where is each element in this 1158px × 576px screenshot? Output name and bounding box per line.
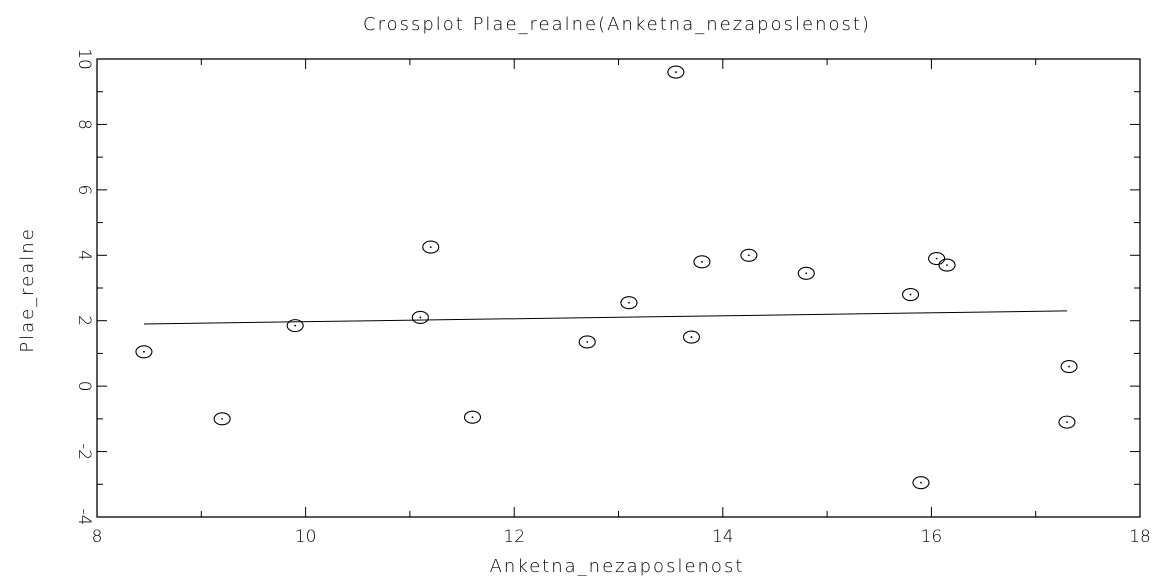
data-point (912, 476, 930, 490)
data-point-marker (901, 287, 920, 302)
x-tick-label: 8 (92, 527, 103, 547)
data-point (682, 330, 701, 344)
data-point-marker (411, 310, 429, 324)
data-point-marker (667, 65, 685, 79)
x-tick-label: 16 (921, 527, 943, 547)
data-point-marker (797, 266, 815, 280)
axes: 8 10 12 14 16 18 -4 -2 0 2 4 6 8 10 (74, 48, 1151, 547)
x-axis-label: Anketna_nezaposlenost (490, 556, 745, 576)
data-point-marker (693, 255, 711, 269)
data-point-center (701, 260, 703, 263)
data-point-marker (213, 412, 231, 426)
y-tick-label: 6 (74, 184, 94, 195)
data-point (1058, 415, 1076, 429)
data-point (422, 240, 440, 254)
fit-line (143, 310, 1067, 325)
data-point (411, 310, 429, 324)
data-point-center (471, 416, 474, 419)
data-point-marker (620, 296, 638, 310)
data-point-center (935, 257, 938, 260)
data-point-center (294, 324, 297, 327)
data-point-center (946, 264, 948, 266)
plot-frame (96, 58, 1141, 518)
data-point-center (920, 481, 922, 484)
data-points (135, 65, 1078, 490)
y-tick-label: 0 (74, 381, 94, 392)
data-point-marker (135, 345, 153, 359)
data-point-marker (1058, 415, 1076, 429)
data-point-marker (928, 252, 946, 266)
data-point-marker (286, 319, 304, 333)
data-point-marker (682, 330, 701, 344)
x-tick-label: 10 (295, 527, 317, 547)
data-point-center (1066, 421, 1068, 424)
data-point-center (586, 341, 589, 343)
data-point-center (805, 272, 808, 275)
chart-title: Crossplot Plae_realne(Anketna_nezaposlen… (363, 14, 871, 35)
data-point-center (429, 246, 432, 249)
y-tick-label: 8 (74, 119, 94, 130)
data-point-center (1068, 365, 1070, 368)
data-point (938, 258, 956, 272)
data-point (928, 252, 946, 266)
data-point-marker (463, 410, 482, 424)
data-point-marker (938, 258, 956, 272)
y-tick-label: 2 (74, 315, 94, 326)
data-point (901, 287, 920, 302)
data-point-center (143, 350, 145, 353)
data-point-center (909, 293, 912, 296)
data-point-marker (578, 335, 596, 349)
data-point-center (747, 254, 750, 257)
x-tick-label: 14 (712, 527, 734, 547)
data-point (667, 65, 685, 79)
y-tick-label: 4 (74, 250, 94, 261)
data-point (286, 319, 304, 333)
data-point (620, 296, 638, 310)
y-tick-label: 10 (74, 48, 94, 70)
data-point (1060, 359, 1078, 374)
data-point-center (221, 417, 224, 420)
data-point-center (674, 71, 677, 73)
data-point (463, 410, 482, 424)
data-point (135, 345, 153, 359)
data-point-center (690, 336, 693, 338)
y-tick-label: -2 (74, 443, 94, 460)
x-tick-label: 12 (503, 527, 525, 547)
fit-line-group (143, 310, 1067, 325)
data-point-marker (422, 240, 440, 254)
data-point (578, 335, 596, 349)
data-point-center (419, 316, 422, 319)
x-tick-label: 18 (1129, 527, 1151, 547)
y-axis-label: Plae_realne (17, 227, 38, 353)
data-point (213, 412, 231, 426)
data-point-marker (1060, 359, 1078, 374)
y-tick-label: -4 (74, 509, 94, 526)
data-point (693, 255, 711, 269)
data-point (740, 248, 758, 262)
data-point-marker (912, 476, 930, 490)
data-point (797, 266, 815, 280)
data-point-center (628, 301, 630, 304)
data-point-marker (740, 248, 758, 262)
